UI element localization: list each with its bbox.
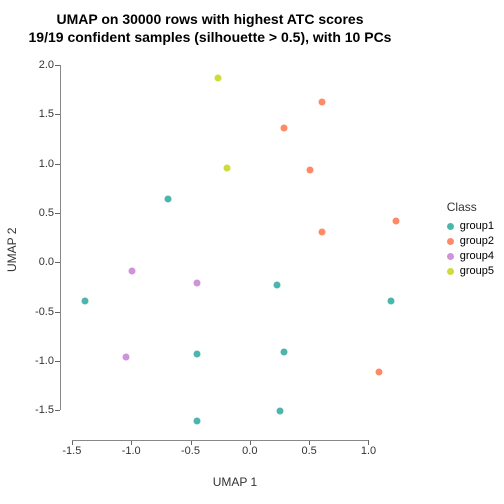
y-axis-label: UMAP 2 <box>5 60 20 440</box>
y-tick-label: -1.5 <box>14 404 54 416</box>
data-point-group2 <box>319 99 326 106</box>
umap-scatter-chart: UMAP on 30000 rows with highest ATC scor… <box>0 0 504 504</box>
data-point-group2 <box>319 228 326 235</box>
data-point-group1 <box>277 408 284 415</box>
legend-swatch-icon <box>447 253 454 260</box>
legend-title: Class <box>447 200 494 214</box>
data-point-group1 <box>164 196 171 203</box>
y-tick-label: 2.0 <box>14 59 54 71</box>
legend-swatch-icon <box>447 268 454 275</box>
data-point-group4 <box>129 268 136 275</box>
title-line-1: UMAP on 30000 rows with highest ATC scor… <box>56 11 363 27</box>
y-tick <box>55 410 60 411</box>
y-tick-label: 0.0 <box>14 256 54 268</box>
legend: Class group1 group2 group4 group5 <box>447 200 494 280</box>
data-point-group2 <box>392 217 399 224</box>
title-line-2: 19/19 confident samples (silhouette > 0.… <box>29 29 392 45</box>
data-point-group2 <box>281 125 288 132</box>
legend-item-group1: group1 <box>447 220 494 232</box>
x-tick-label: 0.5 <box>301 445 316 457</box>
legend-item-group2: group2 <box>447 235 494 247</box>
y-tick-label: 1.0 <box>14 158 54 170</box>
plot-area <box>60 60 412 442</box>
y-tick-label: 0.5 <box>14 207 54 219</box>
data-point-group1 <box>194 351 201 358</box>
data-point-group4 <box>123 354 130 361</box>
legend-item-group4: group4 <box>447 250 494 262</box>
y-tick-label: -0.5 <box>14 306 54 318</box>
y-tick-label: 1.5 <box>14 108 54 120</box>
data-point-group4 <box>194 280 201 287</box>
legend-label: group2 <box>460 235 494 247</box>
legend-swatch-icon <box>447 238 454 245</box>
data-point-group1 <box>387 297 394 304</box>
x-tick-label: 1.0 <box>361 445 376 457</box>
x-tick-label: -1.5 <box>62 445 81 457</box>
data-point-group5 <box>214 74 221 81</box>
legend-swatch-icon <box>447 223 454 230</box>
data-point-group1 <box>81 297 88 304</box>
legend-label: group4 <box>460 250 494 262</box>
data-point-group5 <box>224 164 231 171</box>
x-axis-label: UMAP 1 <box>60 475 410 489</box>
data-point-group1 <box>194 418 201 425</box>
legend-item-group5: group5 <box>447 265 494 277</box>
y-tick-label: -1.0 <box>14 355 54 367</box>
legend-label: group5 <box>460 265 494 277</box>
x-tick-label: -0.5 <box>181 445 200 457</box>
data-point-group1 <box>273 282 280 289</box>
legend-label: group1 <box>460 220 494 232</box>
chart-title: UMAP on 30000 rows with highest ATC scor… <box>0 10 420 46</box>
x-tick-label: 0.0 <box>242 445 257 457</box>
data-point-group2 <box>307 166 314 173</box>
data-point-group1 <box>281 349 288 356</box>
data-point-group2 <box>375 368 382 375</box>
x-tick-label: -1.0 <box>122 445 141 457</box>
